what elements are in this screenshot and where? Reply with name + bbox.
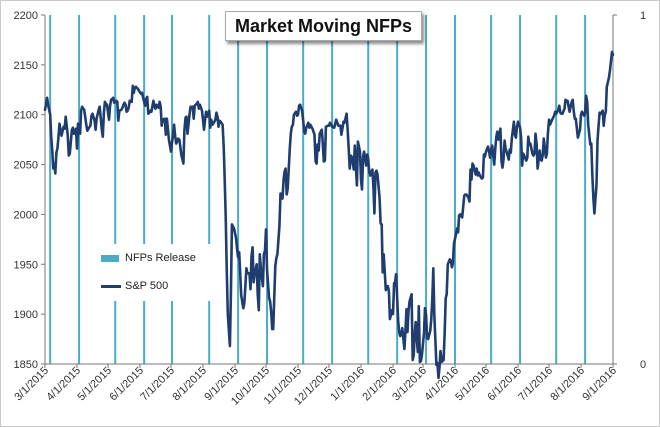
nfp-release-bar	[453, 15, 456, 364]
legend-swatch-nfps	[101, 254, 119, 262]
y-tick-label: 2050	[14, 160, 38, 172]
nfp-release-bar	[555, 15, 558, 364]
nfp-release-bar	[302, 15, 305, 364]
nfp-release-bar	[331, 15, 334, 364]
y-tick-label: 2200	[14, 10, 38, 22]
chart-legend: NFPs Release S&P 500	[101, 244, 213, 301]
x-tick-label: 5/1/2016	[453, 365, 492, 404]
x-tick-label: 5/1/2015	[75, 365, 114, 404]
legend-item-sp500: S&P 500	[101, 280, 168, 292]
nfp-release-bar	[237, 15, 240, 364]
y-tick-label: 1950	[14, 259, 38, 271]
sp500-line	[43, 50, 615, 380]
nfp-release-bar	[143, 15, 146, 364]
legend-swatch-sp500	[101, 284, 121, 288]
x-tick-label: 7/1/2015	[138, 365, 177, 404]
y-tick-label: 1900	[14, 309, 38, 321]
nfp-release-bar	[114, 15, 117, 364]
x-tick-label: 8/1/2015	[170, 365, 209, 404]
legend-label-nfps: NFPs Release	[125, 252, 196, 264]
nfp-release-bar	[266, 15, 269, 364]
x-tick-label: 8/1/2016	[548, 365, 587, 404]
nfp-release-bar	[584, 15, 587, 364]
y-tick-label: 2100	[14, 110, 38, 122]
nfp-release-bar	[425, 15, 428, 364]
nfp-release-bar	[396, 15, 399, 364]
chart-title: Market Moving NFPs	[225, 11, 423, 41]
nfp-release-bar	[367, 15, 370, 364]
y2-tick-label: 0	[640, 359, 646, 371]
nfp-release-bar	[208, 15, 211, 364]
y-tick-label: 2000	[14, 209, 38, 221]
nfp-release-bar	[490, 15, 493, 364]
nfp-release-bar	[49, 15, 52, 364]
nfp-release-bar	[78, 15, 81, 364]
y-tick-label: 2150	[14, 60, 38, 72]
nfp-release-bar	[519, 15, 522, 364]
x-tick-label: 7/1/2016	[516, 365, 555, 404]
legend-item-nfps: NFPs Release	[101, 252, 196, 264]
nfp-release-bar	[171, 15, 174, 364]
y-tick-label: 1850	[14, 359, 38, 371]
y2-tick-label: 1	[640, 10, 646, 22]
x-tick-label: 9/1/2016	[580, 365, 619, 404]
legend-label-sp500: S&P 500	[125, 280, 169, 292]
x-tick-label: 1/1/2016	[328, 365, 367, 404]
